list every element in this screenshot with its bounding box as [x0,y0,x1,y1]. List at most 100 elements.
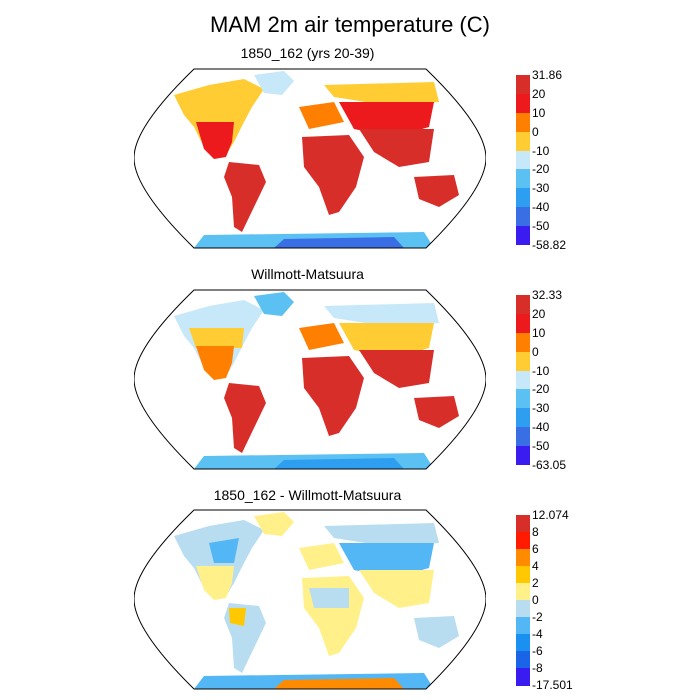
colorbar-tick-label: 12.074 [532,508,569,522]
colorbar-tick-label: 10 [532,325,546,340]
colorbar-tick-label: -10 [532,143,550,158]
south-america-warm-region [229,608,246,626]
colorbar-swatch [516,93,530,114]
colorbar-tick-label: -20 [532,382,550,397]
colorbar-swatch [516,446,530,466]
colorbar-tick-label: 6 [532,542,539,556]
asia-central-region [339,102,434,137]
panel-title-model: 1850_162 (yrs 20-39) [240,45,375,61]
north-america-south-region [196,346,234,380]
colorbar-tick-label: 32.33 [532,288,563,302]
panel-title-diff: 1850_162 - Willmott-Matsuura [213,487,402,503]
colorbar-tick-label: -63.05 [532,458,567,472]
colorbar-swatch [516,332,530,353]
antarctica-interior-region [274,458,404,469]
asia-south-region [359,129,434,167]
panel-title-obs: Willmott-Matsuura [251,266,364,282]
colorbar-obs [516,295,530,466]
antarctica-warm-region [274,678,404,689]
map-outline-diff [134,509,486,690]
colorbar-swatch [516,515,530,533]
map-outline-obs [134,289,486,470]
colorbar-swatch [516,295,530,315]
asia-south-region [359,350,434,388]
asia-north-region [324,523,439,546]
asia-north-region [324,303,439,326]
map-model [134,68,486,249]
colorbar-tick-label: -30 [532,181,550,196]
colorbar-tick-label: -58.82 [532,238,567,252]
figure-title: MAM 2m air temperature (C) [210,12,490,37]
asia-south-region [359,570,434,608]
colorbar-tick-label: -50 [532,439,550,454]
south-america-region [224,162,266,232]
colorbar-swatch [516,169,530,189]
greenland-region [254,71,294,95]
colorbar-swatch [516,131,530,152]
colorbar-swatch [516,634,530,652]
europe-region [299,323,344,350]
colorbar-tick-label: -4 [532,627,543,641]
colorbar-swatch [516,226,530,246]
colorbar-swatch [516,566,530,584]
colorbar-swatch [516,75,530,95]
colorbar-tick-label: 20 [532,86,546,101]
map-obs [134,289,486,470]
asia-north-region [324,82,439,105]
map-diff [134,509,486,690]
colorbar-swatch [516,532,530,550]
antarctica-interior-region [274,237,404,248]
colorbar-swatch [516,549,530,567]
north-america-mid-region [189,328,244,348]
map-outline-model [134,68,486,249]
colorbar-tick-label: 2 [532,576,539,590]
colorbar-tick-label: -2 [532,610,543,624]
colorbar-swatch [516,668,530,686]
colorbar-diff [516,515,530,686]
australia-region [414,396,459,428]
colorbar-swatch [516,150,530,170]
greenland-region [254,512,294,536]
colorbar-tick-label: 10 [532,105,546,120]
colorbar-tick-label: 8 [532,525,539,539]
colorbar-tick-label: 20 [532,306,546,321]
africa-region [302,135,364,215]
colorbar-swatch [516,427,530,447]
australia-region [414,616,459,648]
colorbar-swatch [516,351,530,372]
north-america-south-region [196,566,234,600]
north-america-south-region [196,122,234,159]
colorbar-tick-label: -50 [532,219,550,234]
colorbar-swatch [516,313,530,334]
africa-cool-region [309,588,349,608]
asia-central-region [339,323,434,358]
colorbar-tick-label: -30 [532,401,550,416]
colorbar-swatch [516,188,530,208]
colorbar-tick-label: 0 [532,124,539,139]
colorbar-tick-label: 4 [532,559,539,573]
colorbar-tick-label: -40 [532,200,550,215]
colorbar-swatch [516,112,530,133]
north-america-cold-region [209,538,239,563]
colorbar-tick-label: 31.86 [532,68,563,82]
colorbar-model [516,75,530,246]
africa-region [302,356,364,436]
greenland-region [254,292,294,316]
colorbar-tick-label: -40 [532,420,550,435]
colorbar-tick-label: 0 [532,344,539,359]
colorbar-swatch [516,408,530,428]
north-america-region [174,79,264,157]
europe-region [299,102,344,129]
asia-central-region [339,543,434,578]
south-america-region [224,383,266,453]
colorbar-swatch [516,583,530,601]
colorbar-swatch [516,600,530,618]
colorbar-tick-label: -8 [532,661,543,675]
colorbar-swatch [516,617,530,635]
australia-region [414,175,459,207]
colorbar-tick-label: -10 [532,363,550,378]
colorbar-tick-label: 0 [532,593,539,607]
colorbar-tick-label: -20 [532,162,550,177]
colorbar-tick-label: -17.501 [532,678,573,692]
europe-region [299,543,344,570]
